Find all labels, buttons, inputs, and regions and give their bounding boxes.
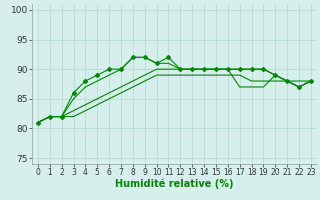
X-axis label: Humidité relative (%): Humidité relative (%): [115, 179, 234, 189]
